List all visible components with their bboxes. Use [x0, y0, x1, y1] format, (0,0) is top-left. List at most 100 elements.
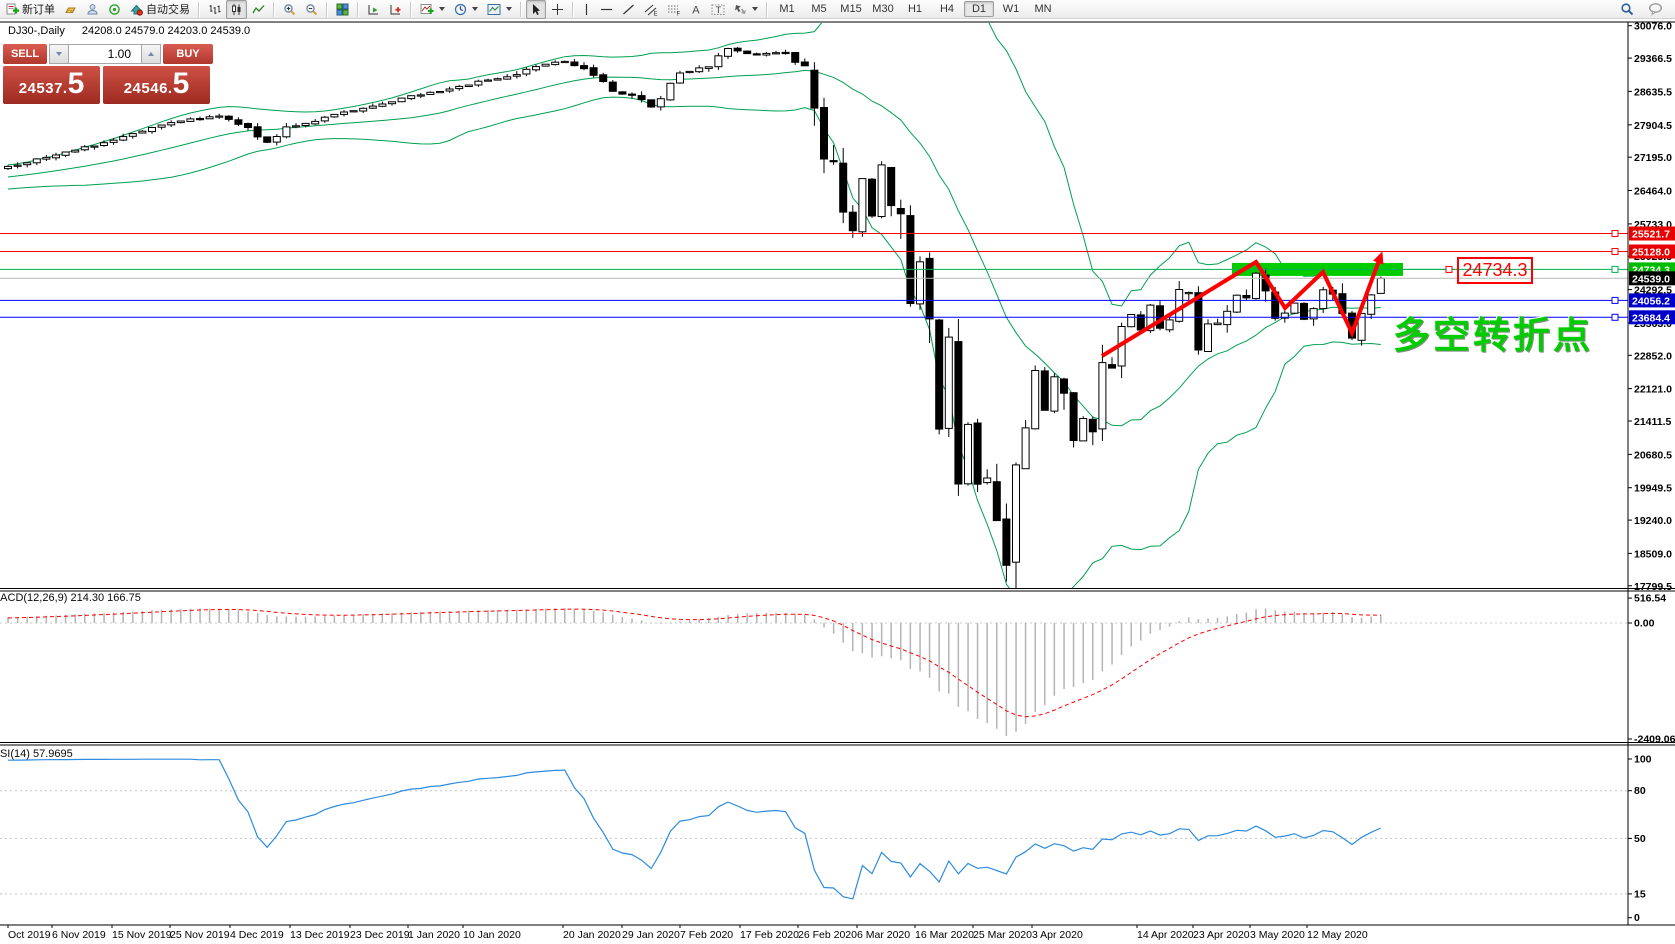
svg-text:100: 100 — [1634, 754, 1652, 766]
toolbar-separator — [326, 1, 328, 17]
timeframe-button-mn[interactable]: MN — [1034, 3, 1052, 15]
svg-text:15: 15 — [1634, 888, 1646, 900]
trend-zigzag-annotation — [1100, 257, 1382, 358]
search-icon — [1621, 3, 1634, 16]
sell-price-main: 24537. — [18, 80, 68, 97]
templates-icon — [487, 3, 501, 15]
chevron-down-icon — [439, 7, 445, 11]
zoom-in-button[interactable] — [279, 0, 300, 19]
new-order-label: 新订单 — [22, 4, 55, 16]
macd-indicator-label: MACD(12,26,9) 214.30 166.75 — [0, 592, 141, 604]
timeframe-button-h4[interactable]: H4 — [939, 3, 955, 15]
svg-text:17 Feb 2020: 17 Feb 2020 — [740, 929, 799, 941]
svg-text:29 Jan 2020: 29 Jan 2020 — [622, 929, 680, 941]
svg-text:19949.5: 19949.5 — [1634, 483, 1672, 495]
svg-text:20680.5: 20680.5 — [1634, 449, 1672, 461]
svg-text:22121.0: 22121.0 — [1634, 384, 1672, 396]
timeframe-button-h1[interactable]: H1 — [907, 3, 923, 15]
auto-scroll-button[interactable] — [363, 0, 384, 19]
macd-signal-line — [7, 608, 1381, 718]
macd-pane — [0, 608, 1628, 736]
symbol-period: DJ30-,Daily — [8, 25, 65, 37]
crosshair-icon — [552, 3, 563, 15]
chevron-down-icon — [752, 7, 758, 11]
svg-text:30076.0: 30076.0 — [1634, 21, 1672, 33]
svg-text:18509.0: 18509.0 — [1634, 548, 1672, 560]
svg-text:-2409.06: -2409.06 — [1634, 734, 1675, 746]
volume-input[interactable]: 1.00 — [69, 44, 141, 64]
buy-price-big: 5 — [172, 67, 190, 100]
autotrading-button[interactable]: 自动交易 — [126, 0, 194, 19]
shapes-tool-button[interactable] — [730, 0, 762, 19]
svg-text:6 Nov 2019: 6 Nov 2019 — [52, 929, 106, 941]
candlestick-icon — [232, 3, 241, 15]
svg-text:0: 0 — [1634, 912, 1640, 924]
one-click-trading-panel: SELL 1.00 BUY 24537. 5 24546. 5 — [3, 44, 213, 104]
text-tool-icon: A — [692, 4, 700, 16]
ohlc-values: 24208.0 24579.0 24203.0 24539.0 — [81, 25, 251, 37]
buy-button[interactable]: BUY — [163, 44, 213, 64]
toolbar-right-group — [1616, 0, 1675, 19]
sell-price-big: 5 — [67, 67, 85, 100]
vertical-line-icon — [585, 3, 588, 15]
svg-text:12 May 2020: 12 May 2020 — [1307, 929, 1368, 941]
community-button[interactable] — [82, 0, 103, 19]
svg-text:27195.0: 27195.0 — [1634, 152, 1672, 164]
chat-button[interactable] — [1644, 0, 1667, 19]
volume-decrease-button[interactable] — [49, 44, 69, 64]
price-callout-box[interactable]: 24734.3 — [1457, 257, 1533, 284]
timeframe-button-w1[interactable]: W1 — [1002, 3, 1020, 15]
timeframe-button-m5[interactable]: M5 — [811, 3, 827, 15]
svg-text:1 Jan 2020: 1 Jan 2020 — [408, 929, 460, 941]
fibonacci-tool-button[interactable]: F — [663, 0, 685, 19]
toolbar-separator — [410, 1, 412, 17]
indicators-icon — [420, 3, 434, 14]
chart-note-text[interactable]: 多空转折点 — [1393, 314, 1593, 357]
candlestick-chart-type-button[interactable] — [226, 0, 247, 19]
channel-tool-button[interactable]: E — [640, 0, 662, 19]
trendline-tool-button[interactable] — [618, 0, 639, 19]
svg-text:26 Feb 2020: 26 Feb 2020 — [798, 929, 857, 941]
horizontal-line-tool-button[interactable] — [596, 0, 617, 19]
svg-text:20 Jan 2020: 20 Jan 2020 — [563, 929, 621, 941]
vertical-line-tool-button[interactable] — [578, 0, 595, 19]
signals-button[interactable] — [104, 0, 125, 19]
gold-bar-button[interactable] — [60, 0, 81, 19]
line-chart-type-button[interactable] — [248, 0, 269, 19]
tile-windows-icon — [336, 3, 349, 15]
sell-price-panel[interactable]: 24537. 5 — [3, 66, 100, 104]
tile-windows-button[interactable] — [332, 0, 353, 19]
svg-text:21411.5: 21411.5 — [1634, 416, 1672, 428]
label-tool-button[interactable]: T — [707, 0, 729, 19]
periods-button[interactable] — [450, 0, 482, 19]
cursor-icon — [533, 3, 540, 15]
cursor-tool-button[interactable] — [526, 0, 546, 19]
crosshair-tool-button[interactable] — [547, 0, 568, 19]
auto-scroll-icon — [368, 4, 378, 14]
add-indicator-button[interactable] — [416, 0, 449, 19]
bar-chart-type-button[interactable] — [204, 0, 225, 19]
zoom-out-button[interactable] — [301, 0, 322, 19]
sell-button[interactable]: SELL — [3, 44, 47, 64]
svg-text:24539.0: 24539.0 — [1632, 273, 1670, 285]
macd-axis: 516.54 0.00 -2409.06 — [1628, 593, 1675, 746]
svg-text:A: A — [692, 4, 700, 16]
timeframe-button-m1[interactable]: M1 — [779, 3, 795, 15]
volume-increase-button[interactable] — [141, 44, 161, 64]
chart-shift-button[interactable] — [385, 0, 406, 19]
timeframe-button-d1[interactable]: D1 — [964, 1, 994, 17]
svg-text:80: 80 — [1634, 785, 1646, 797]
buy-price-panel[interactable]: 24546. 5 — [103, 66, 210, 104]
chat-icon — [1648, 3, 1663, 16]
svg-text:50: 50 — [1634, 833, 1646, 845]
main-pane — [0, 23, 1628, 588]
new-order-button[interactable]: 新订单 — [2, 0, 59, 19]
text-tool-button[interactable]: A — [686, 0, 706, 19]
search-button[interactable] — [1616, 0, 1638, 19]
templates-button[interactable] — [483, 0, 516, 19]
timeframe-button-m30[interactable]: M30 — [872, 3, 894, 15]
zoom-out-icon — [306, 3, 318, 15]
timeframe-button-m15[interactable]: M15 — [840, 3, 862, 15]
